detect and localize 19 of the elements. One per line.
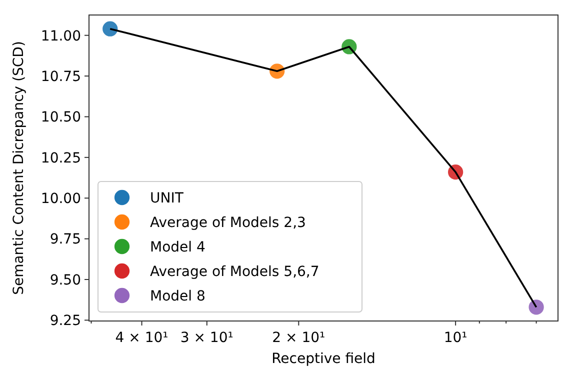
- legend-label: Model 8: [150, 288, 206, 304]
- y-tick-label: 9.75: [50, 232, 81, 248]
- y-axis-title: Semantic Content Dicrepancy (SCD): [11, 41, 27, 295]
- legend-label: Model 4: [150, 239, 206, 256]
- x-axis-title: Receptive field: [272, 351, 376, 367]
- y-tick-label: 9.25: [50, 313, 81, 330]
- y-tick-label: 11.00: [40, 28, 81, 44]
- y-tick-label: 9.50: [50, 272, 81, 288]
- x-tick-label: 4 × 10¹: [115, 330, 168, 346]
- legend-label: UNIT: [150, 190, 184, 206]
- legend-label: Average of Models 2,3: [150, 214, 306, 231]
- y-tick-label: 10.50: [40, 110, 81, 126]
- legend-label: Average of Models 5,6,7: [150, 264, 320, 280]
- x-tick-label: 3 × 10¹: [180, 330, 234, 346]
- y-tick-label: 10.25: [40, 150, 81, 166]
- x-tick-label: 10¹: [444, 330, 468, 346]
- y-tick-label: 10.00: [40, 191, 81, 208]
- y-tick-label: 10.75: [40, 68, 81, 85]
- x-tick-label: 2 × 10¹: [272, 330, 326, 346]
